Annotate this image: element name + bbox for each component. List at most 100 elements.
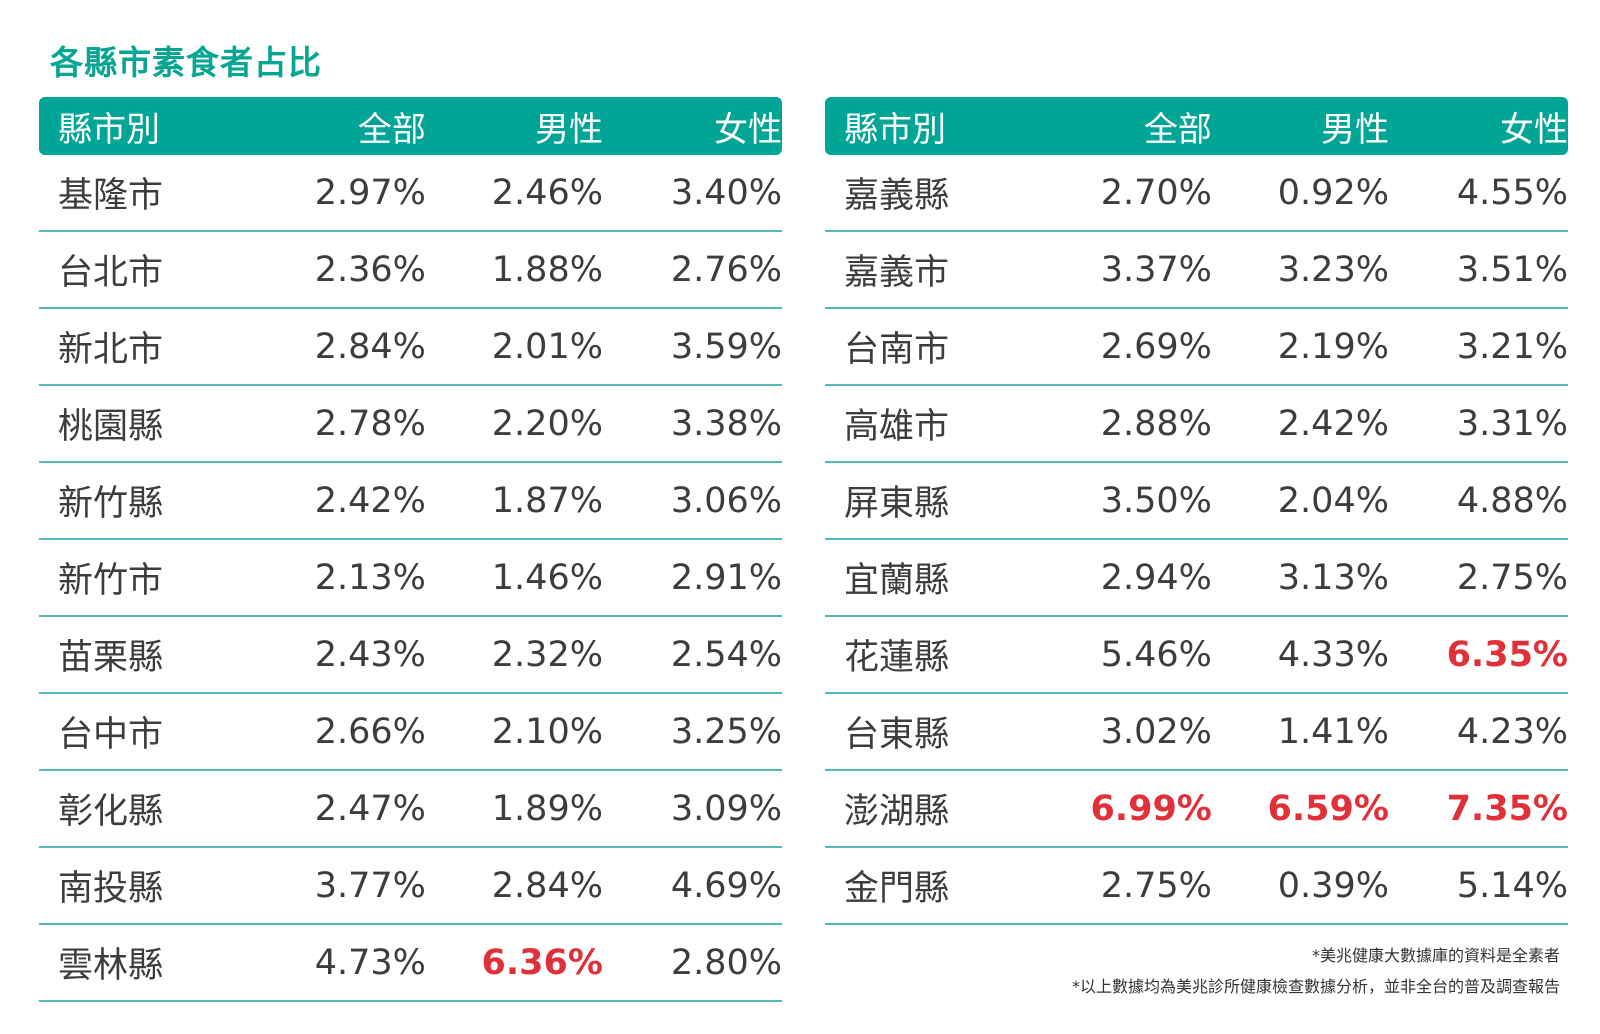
- table-body: 基隆市 2.97% 2.46% 3.40% 台北市 2.36% 1.88% 2.76% 新北市 2…: [39, 155, 782, 1002]
- header-female: 女性: [1500, 109, 1569, 150]
- value-male: 0.39%: [1277, 865, 1389, 906]
- region-name: 新北市: [58, 330, 164, 370]
- value-female: 2.76%: [670, 249, 783, 290]
- region-name: 台中市: [58, 715, 164, 755]
- value-all: 2.69%: [1100, 326, 1212, 367]
- value-female: 2.75%: [1456, 557, 1569, 598]
- value-male: 3.13%: [1277, 557, 1389, 598]
- region-name: 嘉義市: [844, 253, 950, 293]
- value-male: 1.46%: [491, 557, 603, 598]
- table-row: 花蓮縣 5.46% 4.33% 6.35%: [825, 617, 1568, 694]
- table-row: 台南市 2.69% 2.19% 3.21%: [825, 309, 1568, 386]
- table-row: 澎湖縣 6.99% 6.59% 7.35%: [825, 771, 1568, 848]
- table-left: 縣市別 全部 男性 女性 基隆市 2.97% 2.46% 3.40% 台北市 2.36% 1…: [39, 97, 782, 1002]
- value-female: 5.14%: [1456, 865, 1569, 906]
- header-all: 全部: [357, 109, 426, 150]
- value-female: 4.88%: [1456, 480, 1569, 521]
- region-name: 金門縣: [844, 869, 950, 909]
- table-row: 新竹縣 2.42% 1.87% 3.06%: [39, 463, 782, 540]
- table-row: 桃園縣 2.78% 2.20% 3.38%: [39, 386, 782, 463]
- value-female: 3.31%: [1456, 403, 1569, 444]
- value-female: 4.23%: [1456, 711, 1569, 752]
- value-female: 6.35%: [1446, 634, 1569, 675]
- value-male: 2.84%: [491, 865, 603, 906]
- table-header: 縣市別 全部 男性 女性: [39, 97, 782, 155]
- region-name: 台東縣: [844, 715, 950, 755]
- value-all: 4.73%: [314, 942, 426, 983]
- header-region: 縣市別: [844, 109, 946, 150]
- header-region: 縣市別: [58, 109, 160, 150]
- value-all: 2.75%: [1100, 865, 1212, 906]
- value-male: 0.92%: [1277, 172, 1389, 213]
- region-name: 宜蘭縣: [844, 561, 950, 601]
- value-female: 4.55%: [1456, 172, 1569, 213]
- value-all: 3.37%: [1100, 249, 1212, 290]
- region-name: 嘉義縣: [844, 176, 950, 216]
- value-male: 2.42%: [1277, 403, 1389, 444]
- value-all: 3.77%: [314, 865, 426, 906]
- value-male: 2.32%: [491, 634, 603, 675]
- footnotes: *美兆健康大數據庫的資料是全素者 *以上數據均為美兆診所健康檢查數據分析，並非全…: [1072, 940, 1560, 1002]
- value-female: 3.40%: [670, 172, 783, 213]
- value-all: 2.13%: [314, 557, 426, 598]
- value-all: 2.42%: [314, 480, 426, 521]
- value-male: 6.36%: [481, 942, 603, 983]
- region-name: 南投縣: [58, 869, 164, 909]
- value-female: 3.38%: [670, 403, 783, 444]
- region-name: 苗栗縣: [58, 638, 164, 678]
- value-all: 2.66%: [314, 711, 426, 752]
- table-row: 南投縣 3.77% 2.84% 4.69%: [39, 848, 782, 925]
- value-male: 2.46%: [491, 172, 603, 213]
- value-all: 2.36%: [314, 249, 426, 290]
- value-all: 2.47%: [314, 788, 426, 829]
- table-row: 台東縣 3.02% 1.41% 4.23%: [825, 694, 1568, 771]
- value-all: 2.94%: [1100, 557, 1212, 598]
- value-all: 2.88%: [1100, 403, 1212, 444]
- table-row: 嘉義縣 2.70% 0.92% 4.55%: [825, 155, 1568, 232]
- table-header: 縣市別 全部 男性 女性: [825, 97, 1568, 155]
- region-name: 澎湖縣: [844, 792, 950, 832]
- region-name: 新竹縣: [58, 484, 164, 524]
- table-row: 高雄市 2.88% 2.42% 3.31%: [825, 386, 1568, 463]
- table-row: 新竹市 2.13% 1.46% 2.91%: [39, 540, 782, 617]
- table-row: 台北市 2.36% 1.88% 2.76%: [39, 232, 782, 309]
- region-name: 花蓮縣: [844, 638, 950, 678]
- region-name: 桃園縣: [58, 407, 164, 447]
- footnote: *美兆健康大數據庫的資料是全素者: [1311, 946, 1560, 965]
- value-male: 1.89%: [491, 788, 603, 829]
- value-female: 3.25%: [670, 711, 783, 752]
- table-row: 苗栗縣 2.43% 2.32% 2.54%: [39, 617, 782, 694]
- value-male: 1.88%: [491, 249, 603, 290]
- header-female: 女性: [714, 109, 783, 150]
- table-right: 縣市別 全部 男性 女性 嘉義縣 2.70% 0.92% 4.55% 嘉義市 3.37% 3…: [825, 97, 1568, 925]
- value-all: 5.46%: [1100, 634, 1212, 675]
- table-row: 新北市 2.84% 2.01% 3.59%: [39, 309, 782, 386]
- value-male: 2.20%: [491, 403, 603, 444]
- value-male: 2.04%: [1277, 480, 1389, 521]
- value-male: 1.87%: [491, 480, 603, 521]
- table-row: 宜蘭縣 2.94% 3.13% 2.75%: [825, 540, 1568, 617]
- value-male: 3.23%: [1277, 249, 1389, 290]
- table-row: 台中市 2.66% 2.10% 3.25%: [39, 694, 782, 771]
- value-male: 2.01%: [491, 326, 603, 367]
- table-row: 彰化縣 2.47% 1.89% 3.09%: [39, 771, 782, 848]
- region-name: 屏東縣: [844, 484, 950, 524]
- value-all: 2.78%: [314, 403, 426, 444]
- footnote: *以上數據均為美兆診所健康檢查數據分析，並非全台的普及調查報告: [1071, 977, 1560, 996]
- value-all: 6.99%: [1090, 788, 1212, 829]
- value-female: 2.80%: [670, 942, 783, 983]
- header-all: 全部: [1143, 109, 1212, 150]
- region-name: 基隆市: [58, 176, 164, 216]
- value-all: 3.02%: [1100, 711, 1212, 752]
- value-male: 2.19%: [1277, 326, 1389, 367]
- value-female: 3.09%: [670, 788, 783, 829]
- table-row: 嘉義市 3.37% 3.23% 3.51%: [825, 232, 1568, 309]
- value-female: 2.54%: [670, 634, 783, 675]
- value-female: 7.35%: [1446, 788, 1569, 829]
- value-all: 2.43%: [314, 634, 426, 675]
- value-male: 1.41%: [1277, 711, 1389, 752]
- table-row: 基隆市 2.97% 2.46% 3.40%: [39, 155, 782, 232]
- value-all: 2.84%: [314, 326, 426, 367]
- header-male: 男性: [1320, 109, 1389, 150]
- value-female: 2.91%: [670, 557, 783, 598]
